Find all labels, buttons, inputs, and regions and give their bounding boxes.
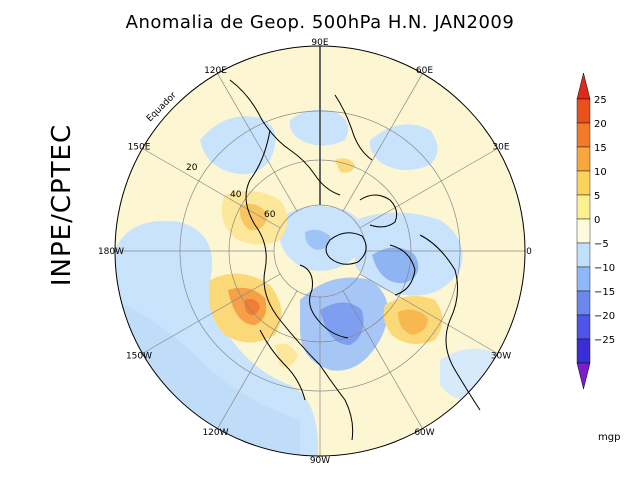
longitude-label: 60W <box>414 428 434 438</box>
longitude-label: 60E <box>416 66 433 76</box>
meridian-line <box>342 290 423 429</box>
coastline <box>245 129 354 441</box>
longitude-label: 30W <box>491 352 511 362</box>
colorbar-segment <box>576 242 591 268</box>
coastline <box>419 234 481 411</box>
longitude-label: 150W <box>126 352 152 362</box>
meridian-line <box>217 290 298 429</box>
longitude-labels: 90E 60E 30E 0 30W 60W 90W 120W 150W 180W 150E 120E <box>98 38 532 466</box>
anomaly-region <box>200 116 276 175</box>
longitude-label: 150E <box>128 143 151 153</box>
coastline <box>334 94 373 161</box>
colorbar-label: −10 <box>594 263 615 274</box>
meridian-line <box>142 273 281 354</box>
coastline <box>259 329 306 401</box>
colorbar-label: 20 <box>594 119 607 130</box>
coastline <box>389 244 416 296</box>
anomaly-region <box>305 229 331 250</box>
colorbar-segment <box>576 122 591 148</box>
anomaly-region <box>239 203 268 231</box>
colorbar-bottom-arrow <box>576 362 591 390</box>
colorbar-segment <box>576 338 591 364</box>
colorbar-label: −15 <box>594 287 615 298</box>
colorbar-segment <box>576 314 591 340</box>
colorbar-segment <box>576 98 591 124</box>
latitude-labels: 20 40 60 <box>186 163 276 220</box>
meridian-line <box>142 148 281 229</box>
colorbar-unit: mgp <box>598 432 620 443</box>
longitude-label: 120W <box>202 428 228 438</box>
colorbar-label: 15 <box>594 143 607 154</box>
map-border <box>114 45 526 457</box>
longitude-label: 120E <box>204 66 227 76</box>
map-title: Anomalia de Geop. 500hPa H.N. JAN2009 <box>125 12 515 33</box>
colorbar-segment <box>576 146 591 172</box>
colorbar: 25 20 15 10 5 0 −5 −10 −15 −20 −25 mgp <box>576 72 620 443</box>
anomaly-region <box>244 298 260 316</box>
coastline <box>359 194 398 228</box>
colorbar-top-arrow <box>576 72 591 100</box>
colorbar-label: 25 <box>594 95 607 106</box>
colorbar-label: 0 <box>594 215 600 226</box>
coastline <box>299 264 349 339</box>
anomaly-region <box>320 302 364 345</box>
colorbar-label: 5 <box>594 191 600 202</box>
latitude-label-60: 60 <box>264 210 276 220</box>
longitude-label: 180W <box>98 247 124 257</box>
longitude-label: 0 <box>526 247 532 257</box>
colorbar-segment <box>576 170 591 196</box>
longitude-label: 90E <box>311 38 328 48</box>
colorbar-label: −25 <box>594 335 615 346</box>
anomaly-region <box>398 309 428 335</box>
coastline <box>325 232 367 265</box>
colorbar-label: −5 <box>594 239 609 250</box>
colorbar-segment <box>576 290 591 316</box>
colorbar-segment <box>576 218 591 244</box>
colorbar-label: −20 <box>594 311 615 322</box>
coastlines <box>229 79 481 441</box>
longitude-label: 30E <box>492 143 509 153</box>
meridian-line <box>217 73 298 212</box>
anomaly-region <box>372 247 419 284</box>
meridians <box>115 46 525 456</box>
colorbar-label: 10 <box>594 167 607 178</box>
meridian-line <box>342 73 423 212</box>
latitude-label-20: 20 <box>186 163 198 173</box>
meridian-line <box>359 273 498 354</box>
colorbar-segment <box>576 266 591 292</box>
longitude-label: 90W <box>310 456 330 466</box>
coastline <box>229 79 341 196</box>
meridian-line <box>359 148 498 229</box>
latitude-label-40: 40 <box>230 190 242 200</box>
colorbar-segment <box>576 194 591 220</box>
